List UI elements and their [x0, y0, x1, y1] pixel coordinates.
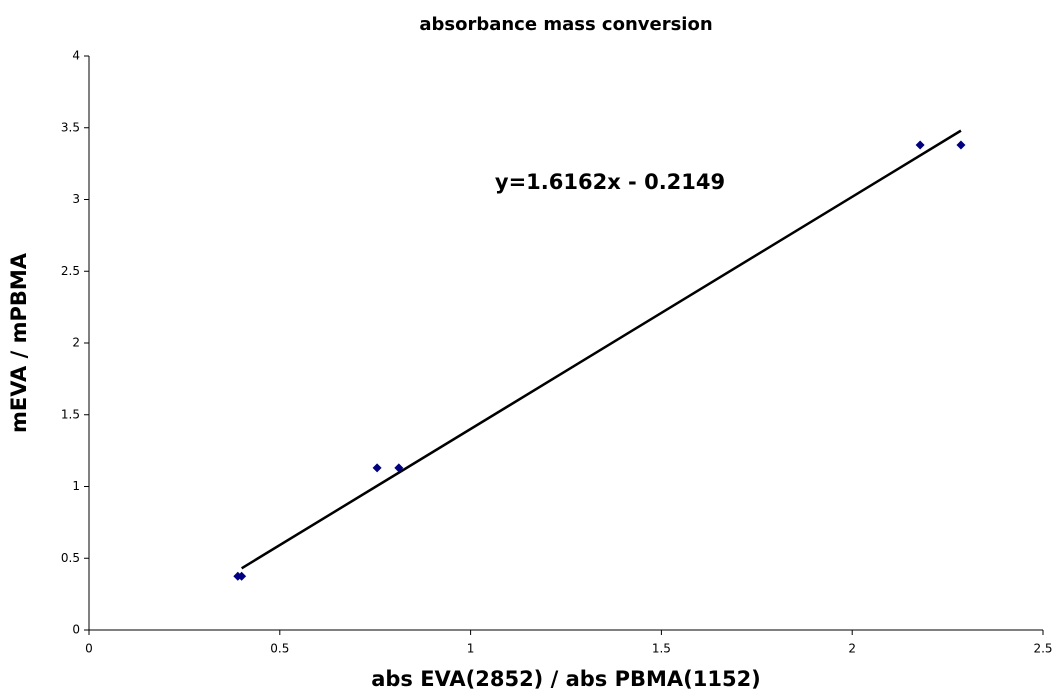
trendline	[240, 129, 962, 570]
x-axis-label: abs EVA(2852) / abs PBMA(1152)	[371, 667, 761, 691]
y-tick-label: 4	[72, 49, 80, 63]
point	[394, 463, 404, 473]
x-tick-label: 0	[85, 642, 93, 656]
chart-title: absorbance mass conversion	[419, 14, 712, 35]
y-tick-label: 3	[72, 192, 80, 206]
y-tick-label: 1.5	[61, 407, 80, 421]
point	[915, 140, 925, 150]
x-tick-label: 1	[467, 642, 475, 656]
point	[372, 463, 382, 473]
y-tick-label: 0.5	[61, 551, 80, 565]
point	[956, 140, 966, 150]
x-tick-label: 2	[848, 642, 856, 656]
y-tick-label: 1	[72, 479, 80, 493]
trendline-equation: y=1.6162x - 0.2149	[495, 170, 725, 194]
x-tick-label: 0.5	[270, 642, 289, 656]
x-tick-label: 2.5	[1033, 642, 1052, 656]
y-tick-label: 2.5	[61, 264, 80, 278]
y-tick-label: 0	[72, 623, 80, 637]
point	[237, 571, 247, 581]
y-tick-label: 3.5	[61, 120, 80, 134]
y-axis-label: mEVA / mPBMA	[7, 252, 31, 433]
y-tick-label: 2	[72, 336, 80, 350]
x-tick-label: 1.5	[652, 642, 671, 656]
